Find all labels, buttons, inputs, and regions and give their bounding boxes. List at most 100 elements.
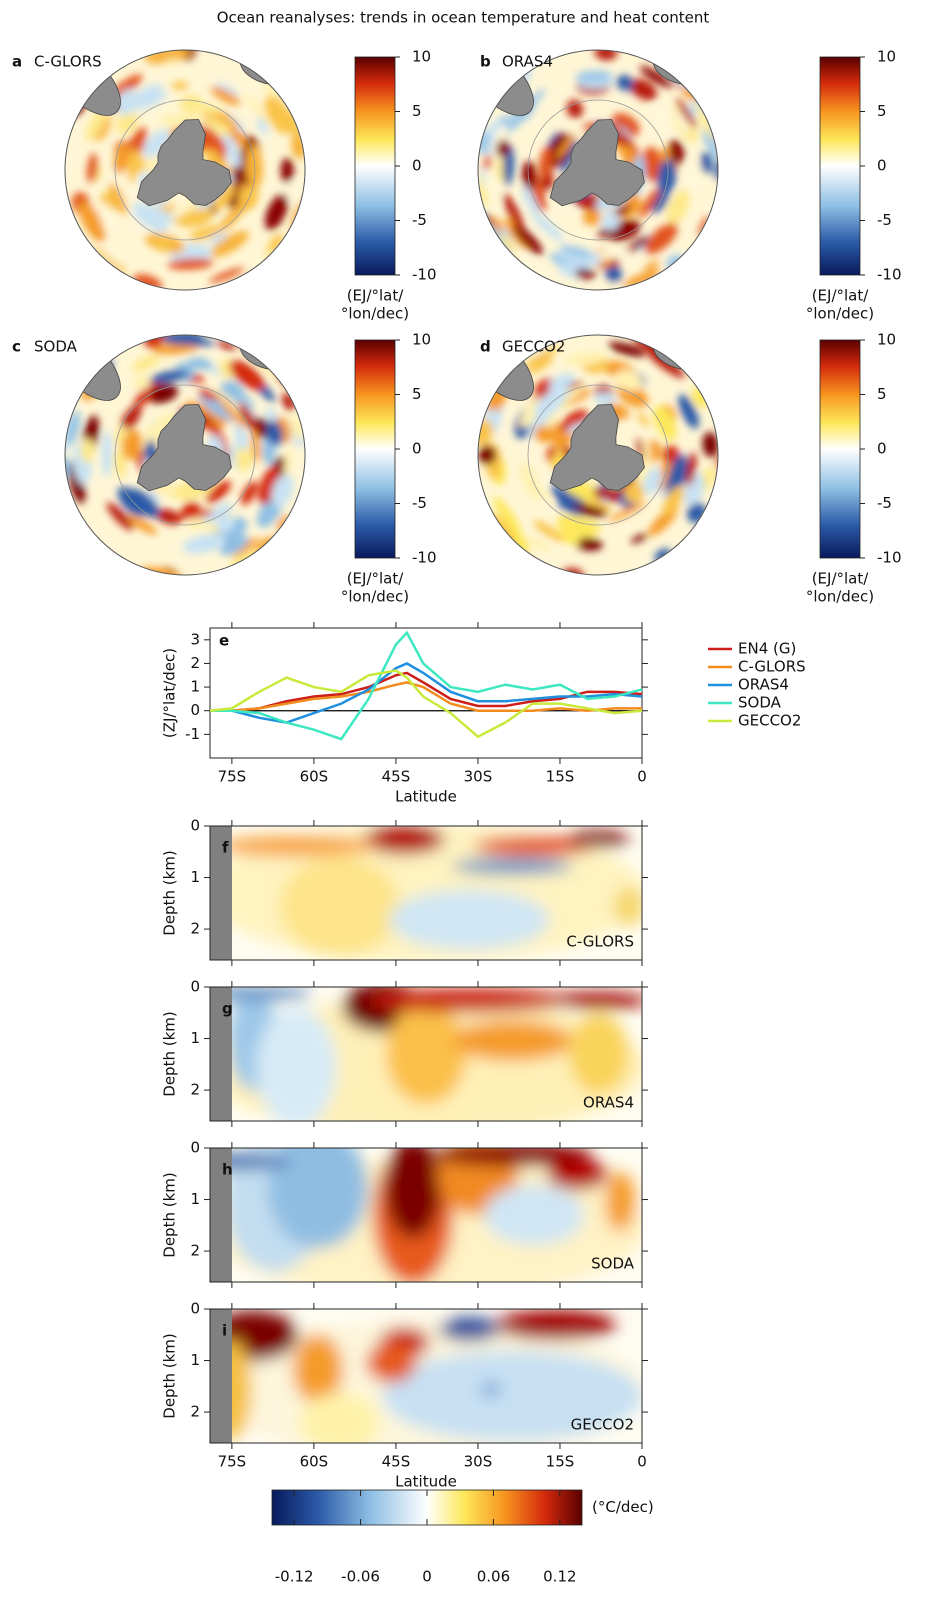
ice-edge <box>527 384 669 526</box>
colorbar-tick-label: 0 <box>877 440 887 458</box>
x-tick-label: 30S <box>464 768 493 786</box>
field-blob <box>232 537 260 557</box>
field-blob <box>700 151 713 175</box>
field-blob <box>594 392 616 407</box>
field-blob <box>258 465 279 505</box>
legend-label: ORAS4 <box>738 676 789 694</box>
field-blob <box>198 389 219 401</box>
field-blob <box>116 93 139 116</box>
field-blob <box>268 92 288 119</box>
field-blob <box>216 836 377 857</box>
map <box>478 50 718 290</box>
field-blob <box>386 1004 466 1104</box>
field-blob <box>149 384 179 404</box>
y-tick-label: 2 <box>190 920 200 938</box>
field-blob <box>212 182 235 211</box>
colorbar-tick-label: 10 <box>412 331 431 349</box>
field-blob <box>293 1334 343 1405</box>
colorbar-tick-label: 0.12 <box>543 1568 576 1586</box>
field-blob <box>529 537 551 552</box>
field-blob <box>495 139 510 158</box>
field-blob <box>152 342 200 355</box>
series-line <box>210 630 643 741</box>
ice-edge <box>114 384 256 526</box>
x-tick-label: 15S <box>546 768 575 786</box>
field-blob <box>206 480 231 504</box>
field-blob <box>163 59 181 67</box>
field-blob <box>676 98 697 129</box>
land <box>210 826 232 960</box>
panel-letter: i <box>222 1322 227 1340</box>
field-blob <box>235 442 253 473</box>
y-tick-label: 2 <box>190 1081 200 1099</box>
map <box>478 335 718 575</box>
field-blob <box>666 454 688 501</box>
colorbar-tick-label: -5 <box>412 494 427 512</box>
land <box>210 1148 232 1282</box>
plot-frame <box>209 825 643 961</box>
field-blob <box>234 423 249 451</box>
field-blob <box>109 182 127 215</box>
field-blob <box>675 109 691 135</box>
panel-label: ORAS4 <box>502 53 553 71</box>
field-blob <box>256 1007 337 1121</box>
colorbar-label: °lon/dec) <box>341 588 409 606</box>
x-tick-label: 0 <box>637 768 647 786</box>
field-blob <box>188 357 213 370</box>
field-blob <box>549 253 590 272</box>
y-tick-label: 2 <box>190 654 200 672</box>
field-blob <box>369 988 570 1013</box>
field-blob <box>238 401 259 434</box>
panel-label: SODA <box>591 1255 635 1273</box>
field-blob <box>245 144 263 189</box>
field-blob <box>268 1148 368 1249</box>
field-blob <box>534 386 569 418</box>
panel-letter: g <box>222 1000 233 1018</box>
land <box>210 1309 232 1443</box>
field-blob <box>240 481 258 505</box>
section <box>210 1309 642 1443</box>
y-axis-label: Depth (km) <box>161 1011 179 1096</box>
panel-letter: c <box>12 338 21 356</box>
field-blob <box>132 354 161 371</box>
field-blob <box>143 129 171 158</box>
field-blob <box>86 161 95 184</box>
field-blob <box>127 147 139 184</box>
field-blob <box>139 424 153 450</box>
field-blob <box>78 201 106 242</box>
field-blob <box>639 188 660 219</box>
x-tick-label: 75S <box>218 1453 247 1471</box>
field-blob <box>280 157 294 184</box>
field-blob <box>215 82 238 97</box>
y-tick-label: 1 <box>190 1190 200 1208</box>
y-tick-label: 1 <box>190 1029 200 1047</box>
y-tick-label: 1 <box>190 678 200 696</box>
field-blob <box>478 418 493 446</box>
field-blob <box>242 91 272 127</box>
field-blob <box>134 91 168 110</box>
colorbar-tick-label: -10 <box>412 549 437 567</box>
field-blob <box>172 509 214 520</box>
x-axis-label: Latitude <box>395 788 457 806</box>
field-blob <box>612 204 632 218</box>
field-blob <box>264 193 289 231</box>
field-blob <box>648 506 678 537</box>
field-blob <box>574 537 603 551</box>
field-blob <box>594 282 620 290</box>
field-blob <box>382 1351 642 1442</box>
colorbar-tick-label: -5 <box>877 211 892 229</box>
field-blob <box>560 244 593 258</box>
field-blob <box>520 461 540 500</box>
field-blob <box>127 514 158 535</box>
colorbar-tick-label: 5 <box>412 102 422 120</box>
x-tick-label: 15S <box>546 1453 575 1471</box>
field-blob <box>215 516 235 533</box>
field-blob <box>493 496 522 536</box>
field-blob <box>122 429 143 461</box>
field-blob <box>299 1392 380 1443</box>
field-blob <box>538 146 552 179</box>
field-blob <box>614 886 642 927</box>
antarctica <box>549 404 645 492</box>
field-blob <box>566 99 584 119</box>
